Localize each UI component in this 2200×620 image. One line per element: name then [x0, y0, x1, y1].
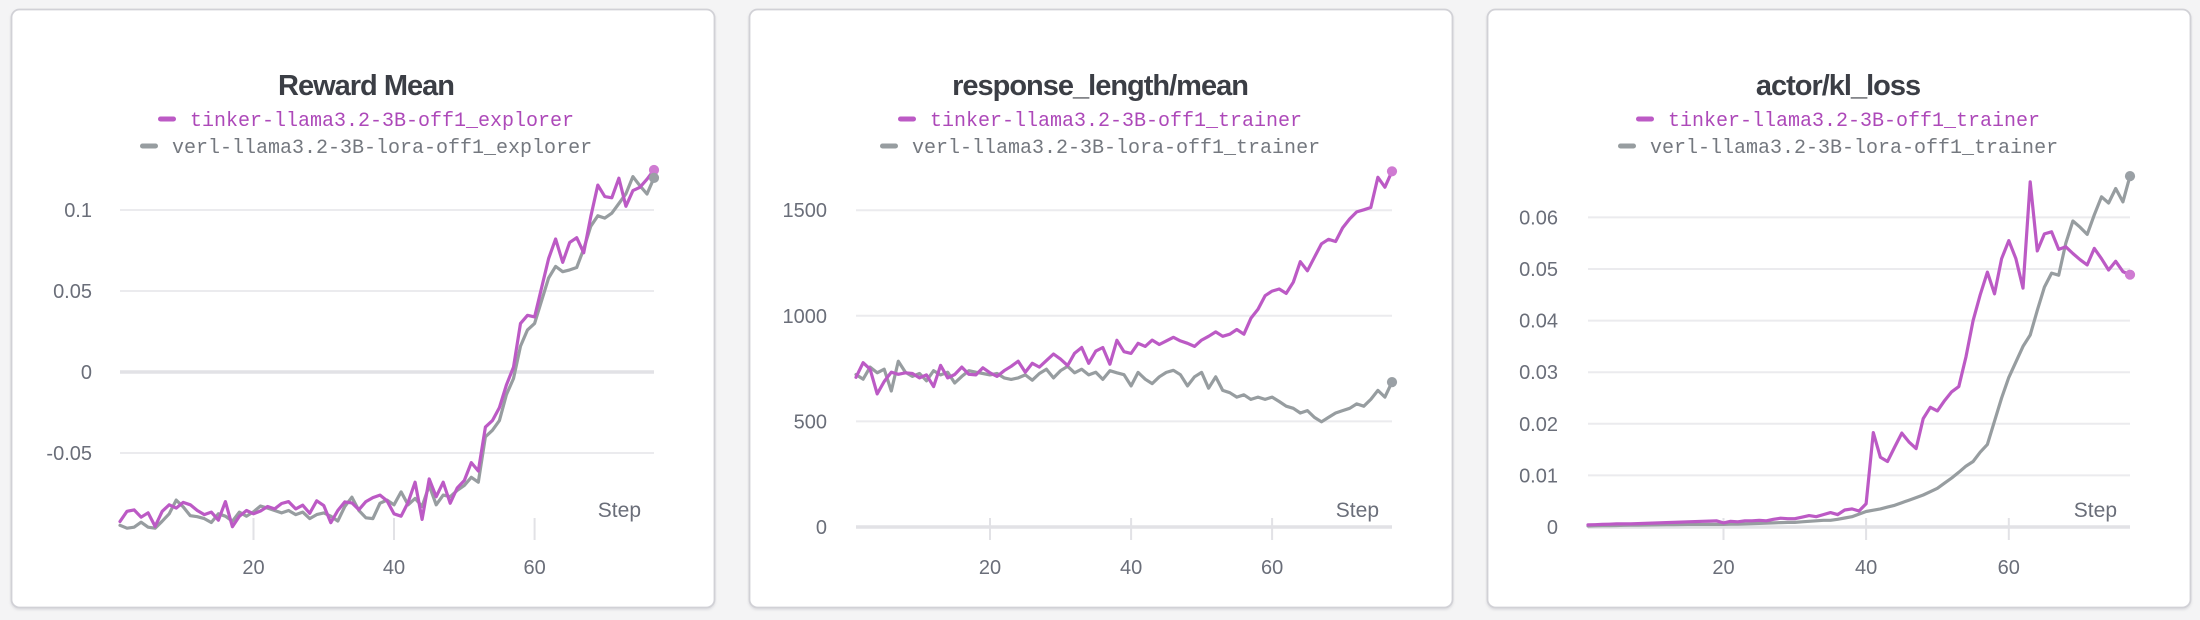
- svg-text:Step: Step: [2074, 499, 2117, 522]
- svg-text:60: 60: [523, 557, 545, 579]
- svg-text:0.02: 0.02: [1519, 414, 1558, 436]
- svg-text:20: 20: [979, 557, 1001, 579]
- svg-text:500: 500: [794, 411, 827, 433]
- svg-text:response_length/mean: response_length/mean: [952, 70, 1248, 102]
- svg-text:20: 20: [1712, 557, 1734, 579]
- svg-text:60: 60: [1998, 557, 2020, 579]
- svg-text:actor/kl_loss: actor/kl_loss: [1756, 70, 1920, 102]
- svg-text:tinker-llama3.2-3B-off1_explor: tinker-llama3.2-3B-off1_explorer: [190, 110, 574, 133]
- svg-text:0: 0: [81, 362, 92, 384]
- svg-text:Reward Mean: Reward Mean: [278, 70, 454, 102]
- svg-text:verl-llama3.2-3B-lora-off1_exp: verl-llama3.2-3B-lora-off1_explorer: [172, 137, 592, 160]
- svg-text:0.1: 0.1: [64, 200, 92, 222]
- svg-text:verl-llama3.2-3B-lora-off1_tra: verl-llama3.2-3B-lora-off1_trainer: [912, 137, 1320, 160]
- svg-text:60: 60: [1261, 557, 1283, 579]
- svg-text:0: 0: [816, 517, 827, 539]
- svg-text:0.04: 0.04: [1519, 311, 1558, 333]
- svg-text:Step: Step: [1336, 499, 1379, 522]
- svg-text:Step: Step: [598, 499, 641, 522]
- svg-text:0.06: 0.06: [1519, 207, 1558, 229]
- svg-text:-0.05: -0.05: [46, 443, 92, 465]
- svg-text:40: 40: [1120, 557, 1142, 579]
- svg-text:tinker-llama3.2-3B-off1_traine: tinker-llama3.2-3B-off1_trainer: [1668, 110, 2040, 133]
- svg-text:0.05: 0.05: [53, 281, 92, 303]
- svg-text:tinker-llama3.2-3B-off1_traine: tinker-llama3.2-3B-off1_trainer: [930, 110, 1302, 133]
- svg-text:0.03: 0.03: [1519, 362, 1558, 384]
- svg-text:0.05: 0.05: [1519, 259, 1558, 281]
- svg-text:1500: 1500: [783, 200, 828, 222]
- svg-text:1000: 1000: [783, 306, 828, 328]
- svg-text:20: 20: [242, 557, 264, 579]
- svg-text:0.01: 0.01: [1519, 465, 1558, 487]
- svg-text:0: 0: [1547, 517, 1558, 539]
- svg-text:40: 40: [383, 557, 405, 579]
- svg-text:verl-llama3.2-3B-lora-off1_tra: verl-llama3.2-3B-lora-off1_trainer: [1650, 137, 2058, 160]
- svg-text:40: 40: [1855, 557, 1877, 579]
